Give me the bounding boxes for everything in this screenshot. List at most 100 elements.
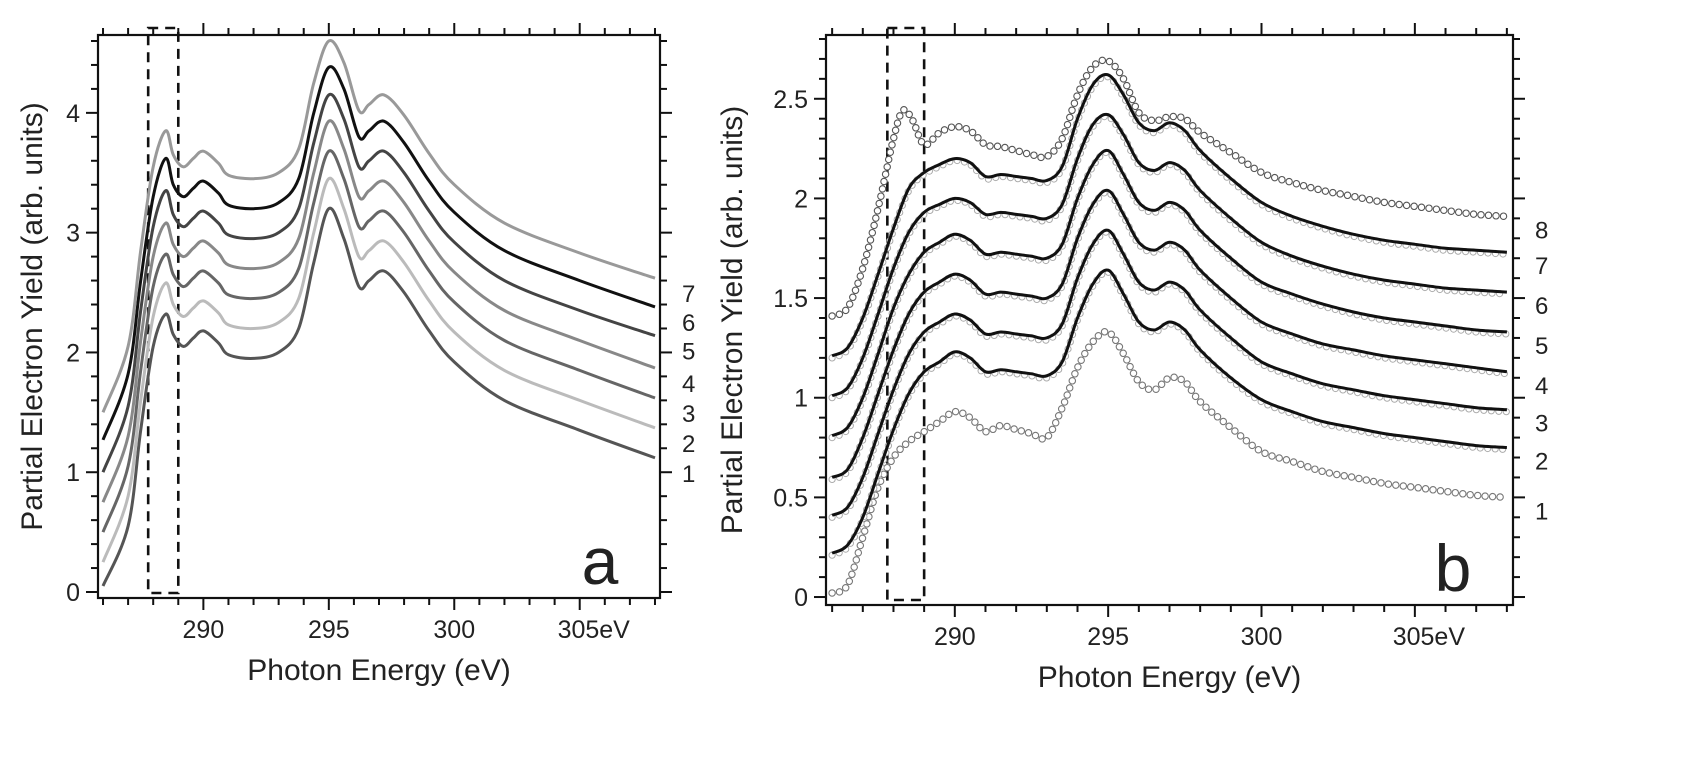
data-point <box>1402 201 1411 210</box>
data-point <box>1115 68 1124 77</box>
series-6-line <box>101 65 656 441</box>
data-point <box>1086 65 1095 74</box>
data-point <box>854 279 862 287</box>
data-point <box>1017 427 1026 435</box>
data-point <box>1257 168 1265 176</box>
data-point <box>1147 116 1156 125</box>
data-point <box>1410 202 1418 211</box>
data-point <box>1076 85 1084 93</box>
data-point <box>1024 429 1033 437</box>
data-point <box>896 445 904 454</box>
data-point <box>1144 385 1153 393</box>
panel-a: 290 295 300 305eV 0 1 2 3 4 Photon Energy (eV) Par… <box>16 23 695 687</box>
data-point <box>1304 463 1312 471</box>
data-point <box>1231 152 1240 160</box>
series-8-guide <box>832 60 1507 316</box>
series-4-line <box>101 119 656 503</box>
data-point <box>1440 206 1448 214</box>
data-point <box>1362 476 1371 484</box>
curve-label: 3 <box>1535 411 1548 438</box>
curve-label: 8 <box>1535 217 1548 244</box>
data-point <box>1015 147 1024 156</box>
data-point <box>896 112 904 120</box>
data-point <box>1447 207 1456 215</box>
data-point <box>1057 405 1066 413</box>
series-2-line <box>831 268 1508 555</box>
data-point <box>1261 449 1269 458</box>
data-point <box>1299 181 1308 190</box>
data-point <box>1162 113 1170 122</box>
data-point <box>866 236 875 244</box>
data-point <box>923 140 932 149</box>
data-point <box>1329 188 1337 197</box>
data-point <box>1242 436 1251 445</box>
data-point <box>940 126 949 134</box>
data-point <box>1060 398 1069 406</box>
data-point <box>849 293 857 302</box>
data-point <box>854 548 863 557</box>
data-point <box>901 440 910 449</box>
data-point <box>860 257 869 266</box>
data-point <box>1131 102 1140 111</box>
data-point <box>883 163 891 171</box>
data-point <box>1225 422 1233 431</box>
data-point <box>1140 114 1149 122</box>
data-point <box>1001 143 1009 152</box>
curve-label: 7 <box>682 281 695 308</box>
data-point <box>933 419 941 428</box>
data-point <box>1157 380 1166 389</box>
series-3-line <box>831 228 1507 517</box>
data-point <box>1466 490 1474 499</box>
data-point <box>1451 488 1460 497</box>
data-point <box>1125 88 1134 97</box>
data-point <box>1163 375 1171 383</box>
data-point <box>1244 160 1252 169</box>
data-point <box>1492 212 1500 220</box>
data-point <box>1170 373 1178 382</box>
y-tick-label: 0 <box>66 579 80 607</box>
series-7-line <box>831 73 1507 358</box>
data-point <box>1123 81 1131 90</box>
data-point <box>1044 152 1052 160</box>
data-point <box>852 556 861 564</box>
data-point <box>965 413 974 421</box>
data-point <box>1068 106 1076 115</box>
data-point <box>986 142 994 150</box>
data-point <box>1115 343 1124 351</box>
series-5-guide <box>832 150 1507 435</box>
data-point <box>1094 332 1103 340</box>
data-point <box>907 435 916 444</box>
data-point <box>976 423 984 432</box>
data-point <box>845 300 854 308</box>
data-point <box>905 110 913 119</box>
data-point <box>1355 474 1363 483</box>
series-7-line <box>101 38 656 413</box>
curve-label: 3 <box>682 401 695 428</box>
y-tick-label: 1.5 <box>773 285 808 313</box>
data-point <box>875 199 883 208</box>
data-point <box>891 451 899 459</box>
data-point <box>1126 362 1134 371</box>
curve-label: 2 <box>682 431 695 458</box>
data-point <box>1469 210 1478 218</box>
data-point <box>1351 192 1359 201</box>
data-point <box>1068 377 1077 385</box>
data-point <box>1421 485 1430 493</box>
data-point <box>1079 78 1087 87</box>
curve-label: 5 <box>682 339 695 366</box>
data-point <box>1155 116 1163 124</box>
data-point <box>920 427 928 436</box>
data-point <box>1003 422 1011 431</box>
data-point <box>1278 175 1286 184</box>
y-axis-title: Partial Electron Yield (arb. units) <box>16 102 49 531</box>
data-point <box>1462 209 1470 217</box>
y-tick-label: 1 <box>66 459 80 487</box>
data-point <box>1268 452 1276 460</box>
data-point <box>873 207 882 215</box>
data-point <box>1285 177 1293 186</box>
data-point <box>1429 486 1437 494</box>
data-point <box>1152 385 1160 393</box>
data-point <box>1275 454 1283 462</box>
data-point <box>1100 328 1109 336</box>
data-point <box>891 126 900 135</box>
